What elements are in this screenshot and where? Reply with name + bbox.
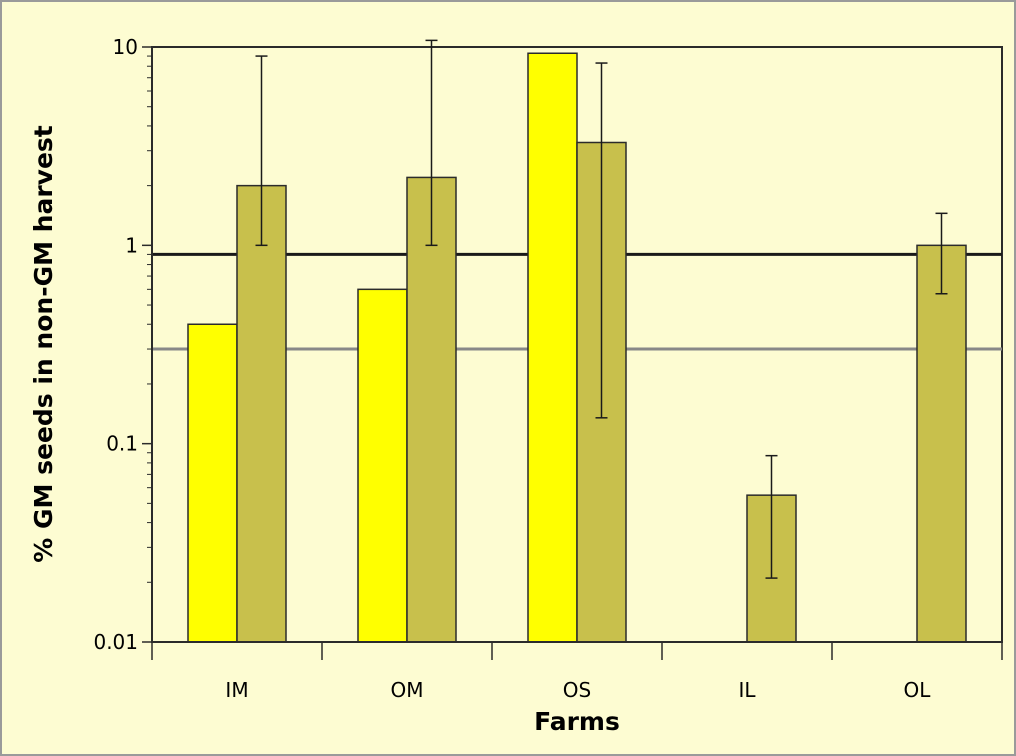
x-tick-label-OL: OL [904,678,932,702]
y-tick-label-1: 0.1 [106,432,138,456]
x-tick-label-IL: IL [738,678,756,702]
y-ticks: 0.01 0.1 1 10 [93,35,152,654]
x-ticks: IM OM OS IL OL [151,642,1003,702]
y-tick-label-0: 0.01 [93,630,138,654]
axes [151,47,1002,643]
bar-OM-series-0 [357,288,408,643]
bars [187,52,967,643]
bar-OL-series-1 [916,244,967,643]
bar-OS-series-0 [527,52,578,643]
x-tick-label-OS: OS [563,678,591,702]
bar-IM-series-0 [187,323,238,643]
bar-OM-series-1 [406,176,457,643]
x-axis-title: Farms [534,707,620,736]
y-axis-title: % GM seeds in non-GM harvest [29,125,58,563]
y-tick-label-3: 10 [113,35,138,59]
y-tick-label-2: 1 [125,233,138,257]
x-tick-label-IM: IM [225,678,248,702]
bar-IM-series-1 [236,184,287,643]
x-tick-label-OM: OM [391,678,424,702]
error-bars [255,39,948,579]
